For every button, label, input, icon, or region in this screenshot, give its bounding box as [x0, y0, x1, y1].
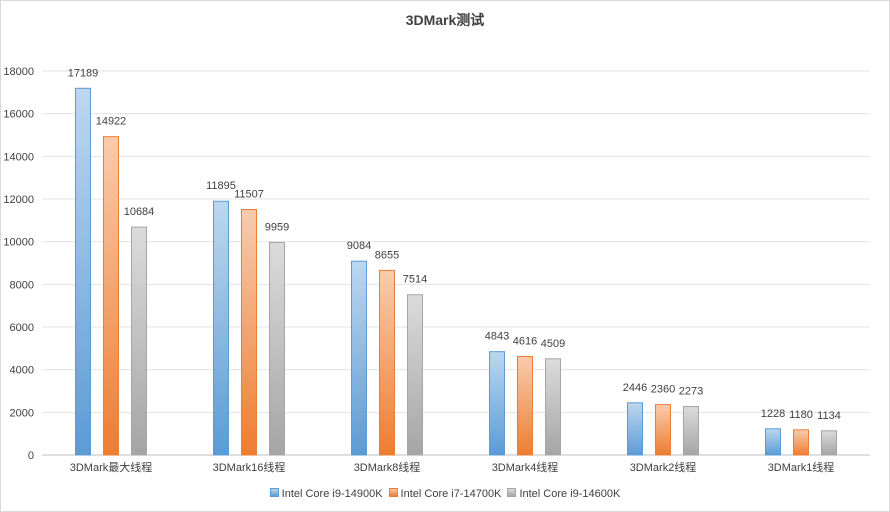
bar [627, 402, 643, 456]
bar [489, 351, 505, 456]
bar [131, 226, 147, 456]
data-label: 11507 [234, 189, 264, 201]
y-tick-label: 14000 [3, 151, 34, 163]
legend-item: Intel Core i9-14900K [269, 488, 383, 500]
data-label: 4509 [541, 338, 565, 350]
y-tick-label: 8000 [10, 279, 34, 291]
bar [269, 242, 285, 456]
data-label: 4616 [513, 336, 537, 348]
data-label: 9959 [265, 222, 289, 234]
bars [75, 87, 837, 456]
data-label: 9084 [347, 240, 371, 252]
legend-label: Intel Core i7-14700K [400, 488, 502, 500]
data-label: 1180 [789, 409, 813, 421]
data-label: 14922 [96, 116, 127, 128]
chart-title: 3DMark测试 [405, 12, 485, 28]
gridlines [42, 70, 870, 456]
axes: 0 2000 4000 6000 8000 10000 12000 14000 16000 180… [3, 66, 834, 474]
bar [103, 136, 119, 456]
bar [75, 87, 91, 456]
data-label: 1228 [761, 408, 785, 420]
legend-swatch [388, 488, 398, 497]
legend-label: Intel Core i9-14900K [281, 488, 383, 500]
y-tick-label: 16000 [3, 109, 34, 121]
bar [545, 358, 561, 456]
data-label: 10684 [124, 206, 155, 218]
y-tick-label: 0 [28, 450, 34, 462]
data-label: 11895 [206, 180, 236, 192]
data-label: 2446 [623, 382, 647, 394]
data-label: 17189 [68, 67, 99, 79]
data-label: 4843 [485, 331, 509, 343]
data-label: 2273 [679, 386, 703, 398]
y-tick-label: 18000 [3, 66, 34, 78]
x-tick-label: 3DMark1线程 [768, 460, 835, 474]
data-label: 8655 [375, 249, 399, 261]
legend: Intel Core i9-14900K Intel Core i7-14700K… [0, 488, 890, 500]
bar [765, 428, 781, 456]
x-tick-label: 3DMark4线程 [492, 460, 559, 474]
data-label: 2360 [651, 384, 675, 396]
x-tick-label: 3DMark8线程 [354, 460, 421, 474]
y-tick-label: 4000 [10, 365, 34, 377]
x-tick-label: 3DMark2线程 [630, 460, 697, 474]
bar [407, 294, 423, 456]
legend-swatch [269, 488, 279, 497]
y-tick-label: 10000 [3, 237, 34, 249]
bar [683, 406, 699, 456]
legend-label: Intel Core i9-14600K [519, 488, 621, 500]
y-tick-label: 6000 [10, 322, 34, 334]
data-label: 7514 [403, 274, 427, 286]
bar [351, 260, 367, 456]
x-tick-label: 3DMark最大线程 [70, 460, 153, 474]
bar [821, 430, 837, 456]
data-label: 1134 [817, 410, 841, 422]
bar [655, 404, 671, 456]
x-tick-label: 3DMark16线程 [213, 460, 286, 474]
y-tick-label: 2000 [10, 407, 34, 419]
legend-item: Intel Core i7-14700K [388, 488, 502, 500]
bar [793, 429, 809, 456]
legend-item: Intel Core i9-14600K [507, 488, 620, 500]
bar [241, 209, 257, 456]
bar [517, 356, 533, 456]
bar [379, 269, 395, 456]
y-tick-label: 12000 [3, 194, 34, 206]
legend-swatch [507, 488, 517, 497]
bar [213, 200, 229, 456]
